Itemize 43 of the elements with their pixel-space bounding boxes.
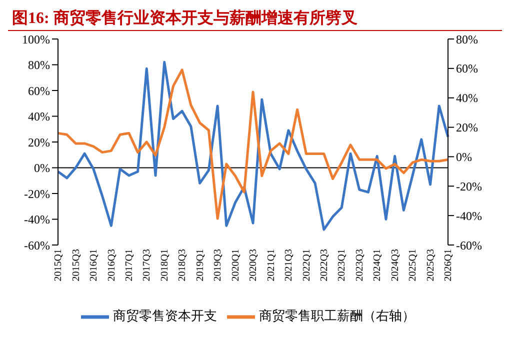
x-tick-label: 2017Q1: [124, 249, 136, 282]
y2-tick-label: -20%: [456, 179, 482, 194]
y-tick-label: 0%: [34, 161, 50, 176]
y-tick-label: -40%: [24, 212, 50, 227]
y-tick-label: 100%: [22, 32, 50, 46]
y2-tick-label: 80%: [456, 32, 478, 46]
x-tick-label: 2018Q3: [177, 249, 188, 282]
x-tick-label: 2019Q1: [194, 249, 206, 282]
x-tick-label: 2021Q3: [284, 249, 295, 282]
x-tick-label: 2025Q3: [425, 249, 436, 282]
y2-tick-label: -40%: [456, 208, 482, 223]
y-tick-label: 40%: [28, 110, 50, 124]
y2-tick-label: -60%: [456, 238, 482, 252]
y-tick-label: 60%: [28, 84, 50, 98]
legend-label: 商贸零售职工薪酬（右轴）: [259, 308, 415, 323]
y2-tick-label: 60%: [456, 62, 478, 76]
chart-title: 图16: 商贸零售行业资本开支与薪酬增速有所劈叉: [8, 8, 502, 31]
legend-label: 商贸零售资本开支: [113, 308, 217, 323]
y2-tick-label: 40%: [456, 91, 478, 106]
x-tick-label: 2023Q3: [354, 249, 366, 282]
y-tick-label: -20%: [24, 186, 50, 201]
x-tick-label: 2026Q1: [443, 249, 454, 282]
x-tick-label: 2022Q3: [319, 249, 330, 282]
y-tick-label: -60%: [24, 238, 50, 252]
x-tick-label: 2016Q3: [106, 249, 118, 282]
x-tick-label: 2023Q1: [336, 249, 348, 282]
x-tick-label: 2017Q3: [142, 249, 153, 282]
x-tick-label: 2025Q1: [408, 249, 419, 282]
y-tick-label: 20%: [28, 135, 50, 150]
x-tick-label: 2018Q1: [159, 249, 170, 282]
x-tick-label: 2016Q1: [88, 249, 100, 282]
x-tick-label: 2015Q3: [70, 249, 82, 282]
y2-tick-label: 20%: [456, 120, 478, 135]
x-tick-label: 2022Q1: [301, 249, 312, 282]
y2-tick-label: 0%: [456, 150, 472, 164]
x-tick-label: 2015Q1: [53, 249, 64, 282]
x-tick-label: 2020Q3: [248, 249, 260, 282]
x-tick-label: 2019Q3: [212, 249, 224, 282]
x-tick-label: 2024Q3: [390, 249, 401, 282]
x-tick-label: 2021Q1: [266, 249, 277, 282]
y-tick-label: 80%: [28, 58, 50, 72]
x-tick-label: 2020Q1: [230, 249, 242, 282]
x-tick-label: 2024Q1: [372, 249, 384, 282]
